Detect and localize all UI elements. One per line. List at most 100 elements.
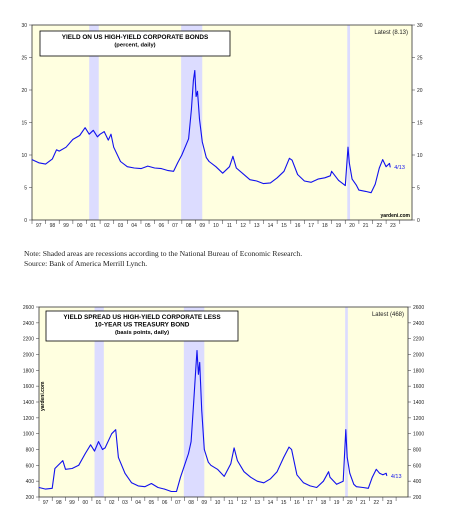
data-point [389, 166, 391, 168]
x-tick-label: 00 [77, 223, 83, 229]
data-point [170, 491, 172, 492]
x-tick-label: 21 [363, 223, 369, 229]
y-tick-label-right: 0 [417, 218, 420, 224]
series-line [31, 69, 391, 194]
data-point [263, 482, 265, 484]
y-tick-label-right: 2400 [413, 321, 424, 327]
footnote-source: Source: Bank of America Merrill Lynch. [24, 258, 148, 268]
chart-subtitle: (basis points, daily) [115, 330, 169, 336]
data-point [185, 144, 187, 146]
x-tick-label: 19 [336, 223, 342, 229]
data-point [184, 464, 185, 466]
data-point [110, 133, 112, 135]
data-point [291, 449, 292, 450]
data-point [140, 168, 142, 169]
x-tick-label: 09 [199, 223, 205, 229]
data-point [329, 476, 331, 478]
x-tick-label: 01 [91, 223, 97, 229]
x-tick-label: 18 [321, 500, 327, 506]
data-point [375, 468, 377, 470]
y-tick-label-right: 1200 [413, 416, 424, 422]
y-tick-label-left: 600 [26, 463, 35, 469]
data-point [38, 162, 40, 164]
x-tick-label: 23 [390, 223, 396, 229]
data-point [389, 163, 390, 164]
data-point [52, 158, 53, 160]
data-point [137, 485, 139, 487]
data-point [196, 350, 198, 351]
data-point [72, 139, 74, 140]
x-tick-label: 14 [268, 223, 274, 229]
y-tick-label-right: 1800 [413, 368, 424, 374]
data-point [303, 482, 304, 484]
data-point [111, 433, 113, 435]
data-point [51, 487, 53, 489]
data-point [210, 464, 212, 466]
data-point [84, 453, 86, 454]
x-tick-label: 16 [295, 223, 301, 229]
data-point [90, 444, 91, 446]
data-point [351, 178, 353, 180]
data-point [288, 446, 290, 448]
data-point [151, 483, 152, 484]
data-point [222, 172, 224, 174]
data-point [374, 183, 376, 185]
data-point [45, 163, 46, 165]
data-point [115, 429, 117, 431]
x-tick-label: 06 [159, 223, 165, 229]
x-tick-label: 14 [268, 500, 274, 506]
watermark: yardeni.com [381, 213, 411, 219]
x-tick-label: 04 [131, 223, 137, 229]
x-tick-label: 00 [83, 500, 89, 506]
data-point [256, 480, 258, 482]
data-point [235, 167, 237, 169]
y-tick-label-right: 15 [417, 121, 423, 127]
data-point [176, 491, 177, 492]
data-point [38, 487, 40, 488]
y-tick-label-right: 200 [413, 495, 422, 501]
watermark: yardeni.com [40, 381, 46, 411]
data-point [349, 472, 351, 474]
x-tick-label: 02 [104, 223, 110, 229]
x-tick-label: 18 [322, 223, 328, 229]
y-tick-label-right: 1000 [413, 432, 424, 438]
x-tick-label: 98 [56, 500, 62, 506]
y-tick-label-right: 5 [417, 186, 420, 192]
data-point [385, 472, 387, 474]
data-point [270, 478, 271, 480]
footnote-recessions: Note: Shaded areas are recessions accord… [24, 249, 303, 258]
data-point [365, 191, 367, 192]
data-point [98, 441, 99, 442]
data-point [291, 159, 293, 161]
plot-frame [38, 306, 409, 498]
x-tick-label: 98 [50, 223, 56, 229]
data-point [237, 460, 238, 461]
footnote: Note: Shaded areas are recessions accord… [24, 249, 444, 268]
y-tick-label-left: 2600 [23, 305, 34, 311]
data-point [180, 476, 181, 478]
data-point [324, 177, 326, 179]
recession-band [345, 307, 348, 497]
data-point [355, 184, 357, 186]
data-point [131, 482, 132, 484]
data-point [338, 180, 339, 181]
data-point [194, 70, 196, 71]
y-tick-label-left: 1000 [23, 432, 34, 438]
data-point [167, 170, 169, 171]
data-point [133, 167, 135, 169]
data-point [346, 457, 348, 458]
x-tick-label: 19 [334, 500, 340, 506]
data-point [296, 474, 298, 476]
data-point [256, 180, 258, 182]
x-tick-label: 11 [228, 500, 233, 506]
data-point [310, 181, 312, 183]
chart-title: YIELD SPREAD US HIGH-YIELD CORPORATE LES… [63, 314, 221, 321]
x-tick-label: 03 [118, 223, 124, 229]
y-tick-label-left: 30 [21, 23, 27, 29]
y-tick-label-left: 2400 [23, 321, 34, 327]
data-point [232, 155, 234, 157]
recession-band [181, 25, 203, 220]
x-tick-label: 07 [172, 223, 178, 229]
data-point [242, 173, 244, 175]
